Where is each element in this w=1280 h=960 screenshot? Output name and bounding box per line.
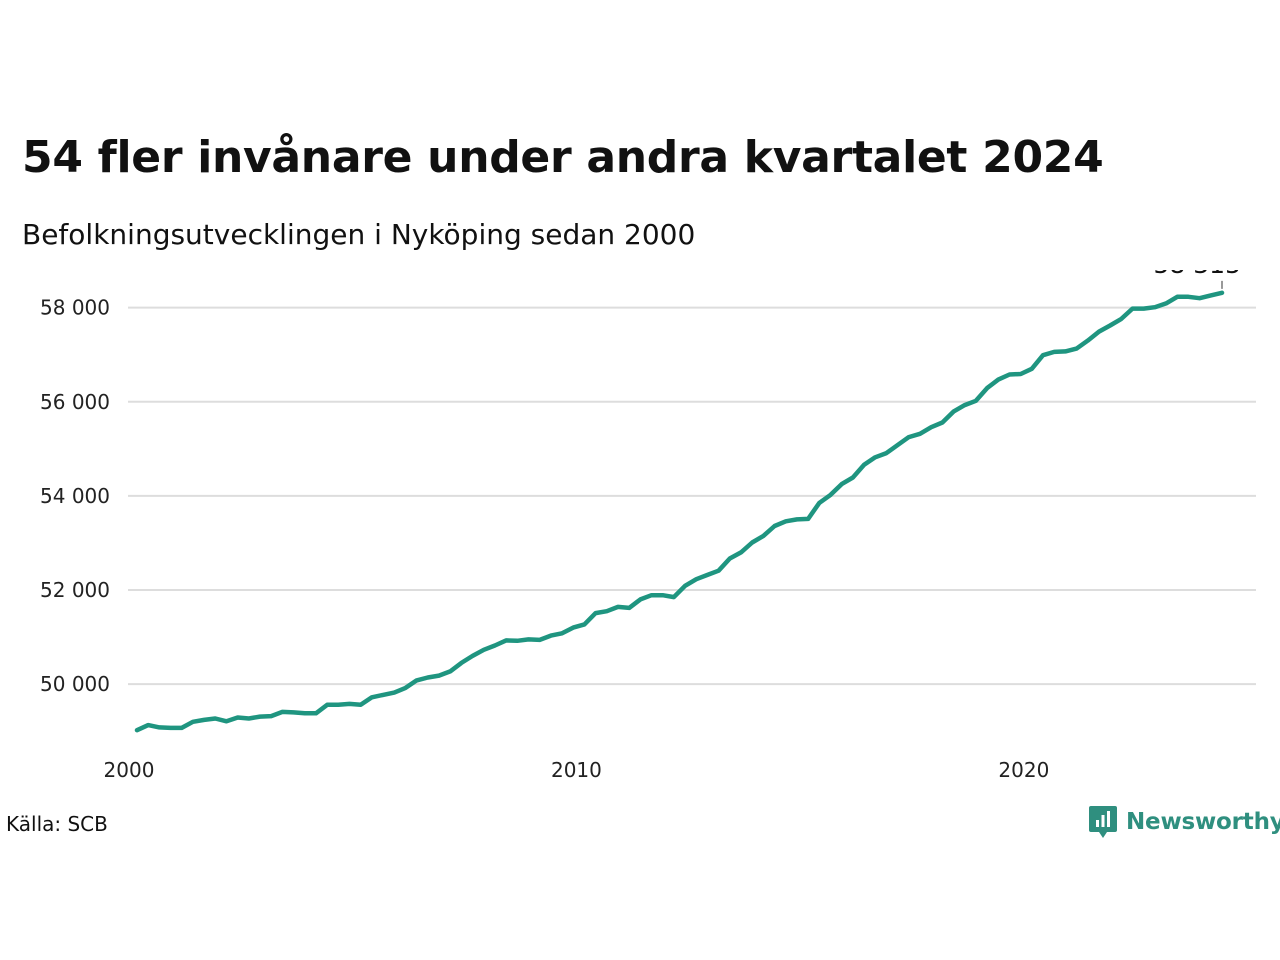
x-axis-tick-labels: 2000 2010 2020	[104, 758, 1050, 782]
source-note: Källa: SCB	[6, 812, 108, 836]
x-tick-label: 2020	[998, 758, 1049, 782]
y-tick-label: 52 000	[40, 578, 110, 602]
population-line	[134, 290, 1225, 733]
newsworthy-logo: Newsworthy	[1088, 804, 1280, 840]
gridlines	[128, 306, 1256, 686]
y-tick-label: 54 000	[40, 484, 110, 508]
chart-subtitle: Befolkningsutvecklingen i Nyköping sedan…	[22, 218, 696, 251]
y-tick-label: 50 000	[40, 672, 110, 696]
chart-title: 54 fler invånare under andra kvartalet 2…	[22, 132, 1104, 183]
x-tick-label: 2000	[104, 758, 155, 782]
newsworthy-logo-text: Newsworthy	[1126, 809, 1280, 835]
x-tick-label: 2010	[551, 758, 602, 782]
y-tick-label: 56 000	[40, 390, 110, 414]
newsworthy-logo-icon	[1089, 806, 1117, 838]
y-axis-tick-labels: 50 000 52 000 54 000 56 000 58 000	[40, 296, 110, 696]
end-value-label: 58 315	[1154, 270, 1241, 279]
y-tick-label: 58 000	[40, 296, 110, 320]
